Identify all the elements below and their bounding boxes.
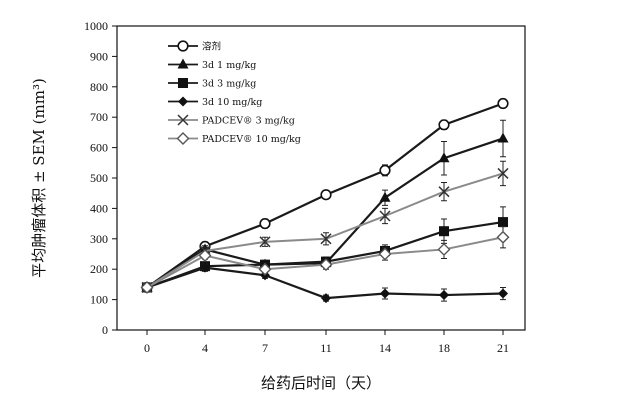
legend-marker — [177, 114, 189, 126]
data-point — [496, 230, 510, 244]
y-axis-ticks: 0 100 200 300 400 500 600 700 800 900 1000 — [84, 19, 117, 337]
legend-item: PADCEV® 3 mg/kg — [168, 114, 295, 127]
data-point — [438, 119, 450, 131]
y-tick-label: 300 — [90, 232, 108, 246]
x-tick-label: 21 — [497, 341, 509, 355]
x-tick-label: 11 — [320, 341, 332, 355]
y-tick-label: 800 — [90, 80, 108, 94]
data-point — [438, 152, 450, 163]
data-point — [320, 189, 332, 201]
legend-label: 溶剂 — [202, 41, 221, 53]
x-tick-label: 14 — [379, 341, 391, 355]
series-line — [146, 266, 504, 300]
data-point — [438, 186, 450, 198]
data-point — [379, 191, 391, 202]
data-point — [439, 290, 449, 301]
legend-label: PADCEV® 3 mg/kg — [202, 116, 295, 127]
data-point — [380, 288, 390, 299]
data-point — [259, 236, 271, 248]
y-tick-label: 400 — [90, 201, 108, 215]
y-tick-label: 900 — [90, 49, 108, 63]
data-point — [379, 164, 391, 176]
y-tick-label: 200 — [90, 262, 108, 276]
legend-marker — [177, 40, 189, 52]
series-3 — [142, 262, 508, 304]
series-4 — [141, 160, 509, 293]
legend-item: 3d 1 mg/kg — [168, 58, 256, 71]
data-point — [321, 293, 331, 304]
y-tick-label: 600 — [90, 141, 108, 155]
data-point — [140, 280, 154, 294]
data-point — [200, 262, 210, 273]
data-point — [497, 97, 509, 110]
x-tick-label: 18 — [438, 341, 450, 355]
y-tick-label: 700 — [90, 110, 108, 124]
data-point — [498, 288, 508, 299]
legend-label: 3d 10 mg/kg — [202, 97, 262, 108]
series-5 — [140, 226, 510, 294]
x-axis-ticks: 0 4 7 11 14 18 21 — [144, 330, 509, 355]
data-point — [198, 249, 212, 263]
series-2 — [142, 206, 508, 293]
legend-label: 3d 1 mg/kg — [202, 60, 256, 71]
data-point — [379, 210, 391, 222]
data-point — [497, 132, 509, 143]
legend-item: 3d 10 mg/kg — [168, 96, 262, 108]
data-point — [498, 217, 508, 228]
data-point — [378, 247, 392, 261]
data-point — [439, 226, 449, 237]
legend-item: PADCEV® 10 mg/kg — [168, 132, 301, 145]
legend-marker — [178, 96, 188, 107]
data-point — [319, 258, 333, 272]
legend-marker — [178, 78, 188, 88]
data-point — [259, 218, 271, 230]
y-tick-label: 100 — [90, 293, 108, 307]
legend-marker — [177, 58, 189, 69]
legend-item: 3d 3 mg/kg — [168, 78, 256, 90]
plot-frame — [116, 25, 526, 331]
series-layer — [140, 97, 510, 304]
legend: 溶剂 3d 1 mg/kg 3d 3 mg/kg 3d 10 mg/kg PADCEV®… — [168, 40, 301, 145]
y-axis-title: 平均肿瘤体积 ± SEM (mm³) — [30, 78, 48, 278]
data-point — [437, 242, 451, 256]
legend-item: 溶剂 — [168, 40, 221, 53]
data-point — [320, 233, 332, 245]
data-point — [497, 167, 509, 179]
legend-marker — [176, 132, 190, 145]
y-tick-label: 0 — [102, 323, 108, 337]
x-tick-label: 0 — [144, 341, 150, 355]
x-axis-title: 给药后时间（天） — [261, 374, 381, 392]
legend-label: PADCEV® 10 mg/kg — [202, 134, 301, 145]
y-tick-label: 1000 — [84, 19, 108, 33]
x-tick-label: 4 — [202, 341, 208, 355]
legend-label: 3d 3 mg/kg — [202, 79, 256, 90]
y-tick-label: 500 — [90, 171, 108, 185]
data-point — [258, 262, 272, 276]
x-tick-label: 7 — [262, 341, 268, 355]
